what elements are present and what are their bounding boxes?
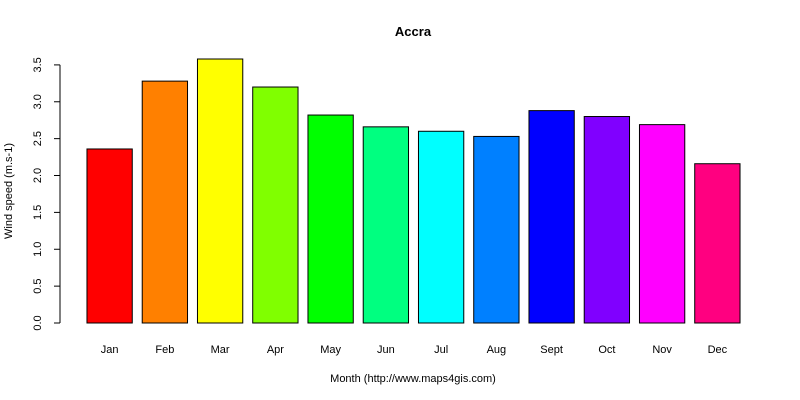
bar-jul [417,130,465,324]
bars-group [86,58,741,324]
bar-jun [362,126,410,324]
bar-sept [528,110,575,324]
bar-feb [141,80,189,324]
x-tick-label: Dec [708,344,728,356]
bar-may [307,114,354,324]
chart-title: Accra [395,24,432,39]
y-tick-label: 2.0 [32,168,44,183]
bar-oct [583,116,631,324]
bar-apr [252,86,299,324]
x-tick-label: Jun [377,344,395,356]
bar-dec [694,163,741,324]
x-tick-label: May [320,344,341,356]
bar-jan [86,148,133,324]
y-axis: 0.0 0.5 1.0 1.5 2.0 2.5 3.0 3.5 [32,57,61,331]
bar-aug [473,135,520,324]
x-tick-label: Jul [434,344,448,356]
y-tick-label: 0.5 [32,278,44,293]
x-tick-label: Oct [598,344,615,356]
x-tick-labels: Jan Feb Mar Apr May Jun Jul Aug Sept Oct Nov Dec [101,344,728,356]
bar-mar [196,58,244,324]
x-tick-label: Apr [267,344,284,356]
y-tick-label: 3.5 [32,57,44,72]
x-tick-label: Jan [101,344,119,356]
y-tick-label: 1.5 [32,205,44,220]
y-tick-label: 1.0 [32,242,44,257]
x-tick-label: Mar [211,344,230,356]
y-tick-label: 0.0 [32,315,44,330]
x-tick-label: Sept [540,344,563,356]
y-axis-title: Wind speed (m.s-1) [3,143,15,239]
bar-nov [638,124,686,324]
x-axis-title: Month (http://www.maps4gis.com) [330,373,496,385]
x-tick-label: Nov [652,344,672,356]
x-tick-label: Aug [487,344,507,356]
x-tick-label: Feb [155,344,174,356]
y-tick-label: 3.0 [32,94,44,109]
y-tick-label: 2.5 [32,131,44,146]
